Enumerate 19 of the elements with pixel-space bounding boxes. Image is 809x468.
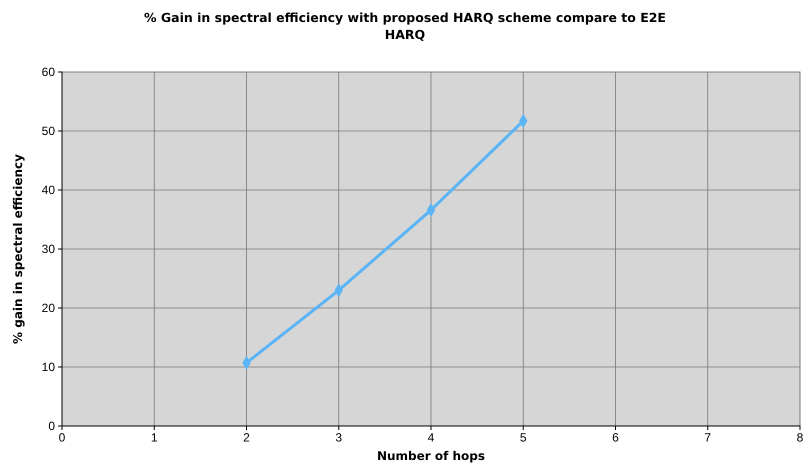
x-tick-label: 7 (704, 430, 712, 445)
y-axis-title: % gain in spectral efficiency (11, 154, 25, 344)
x-tick-label: 1 (150, 430, 158, 445)
x-tick-label: 8 (796, 430, 804, 445)
chart-title: % Gain in spectral efficiency with proposed HARQ scheme compare to E2E HARQ (144, 10, 666, 42)
x-tick-label: 4 (428, 430, 435, 445)
y-tick-label: 10 (42, 360, 56, 374)
y-tick-label: 20 (42, 300, 56, 315)
y-tick-label: 50 (42, 124, 56, 138)
x-axis-title: Number of hops (376, 449, 486, 463)
x-tick-label: 5 (520, 430, 527, 445)
y-tick-label: 0 (48, 418, 56, 433)
x-tick-label: 0 (58, 430, 66, 445)
x-tick-label: 3 (335, 430, 342, 445)
y-tick-label: 30 (42, 242, 56, 256)
x-tick-label: 2 (243, 430, 250, 445)
y-tick-label: 40 (42, 182, 56, 197)
y-tick-label: 60 (42, 64, 56, 79)
x-tick-label: 6 (612, 430, 620, 445)
